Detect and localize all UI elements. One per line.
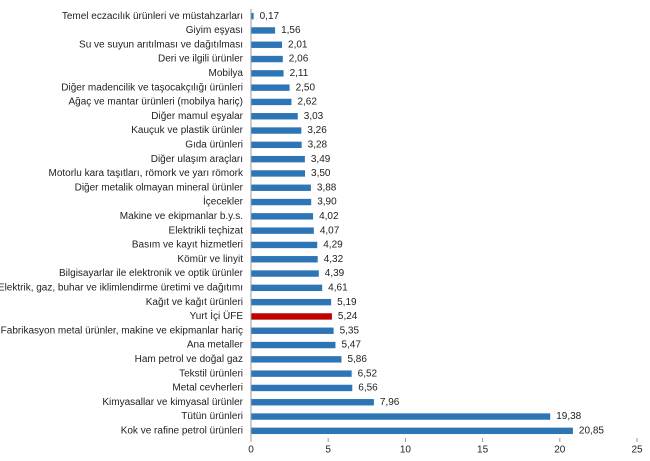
- bar: [251, 384, 353, 392]
- bar: [251, 84, 290, 91]
- value-label: 2,11: [290, 68, 309, 79]
- bar: [251, 399, 374, 406]
- category-label: Elektrikli teçhizat: [169, 225, 244, 236]
- value-label: 5,35: [340, 325, 360, 336]
- category-label: Makine ve ekipmanlar b.y.s.: [120, 211, 243, 222]
- category-label: Elektrik, gaz, buhar ve iklimlendirme ür…: [0, 282, 243, 293]
- value-label: 6,52: [358, 368, 378, 379]
- value-label: 3,03: [304, 111, 324, 122]
- bar: [251, 327, 334, 334]
- bar: [251, 155, 305, 163]
- category-label: Mobilya: [209, 68, 244, 79]
- value-label: 2,06: [289, 54, 309, 65]
- bar: [251, 41, 283, 48]
- bar: [251, 413, 551, 420]
- value-label: 4,32: [324, 254, 344, 265]
- value-label: 5,47: [341, 340, 361, 351]
- value-label: 20,85: [579, 425, 604, 436]
- category-label: Tütün ürünleri: [181, 411, 243, 422]
- category-label: Diğer mamul eşyalar: [151, 111, 243, 122]
- value-label: 2,01: [288, 39, 308, 50]
- category-label: Yurt İçi ÜFE: [190, 309, 244, 322]
- bar: [251, 98, 292, 106]
- x-tick-label: 20: [554, 445, 566, 456]
- category-label: Metal cevherleri: [172, 383, 243, 394]
- category-label: Motorlu kara taşıtları, römork ve yarı r…: [49, 168, 244, 179]
- value-label: 7,96: [380, 397, 400, 408]
- bar: [251, 170, 306, 177]
- category-label: Kömür ve linyit: [177, 254, 243, 265]
- category-label: Kok ve rafine petrol ürünleri: [121, 425, 243, 436]
- category-label: Ham petrol ve doğal gaz: [135, 354, 243, 365]
- category-label: Deri ve ilgili ürünler: [158, 54, 244, 65]
- x-tick-label: 10: [400, 445, 412, 456]
- category-label: Gıda ürünleri: [185, 139, 243, 150]
- bar: [251, 113, 298, 120]
- value-label: 3,49: [311, 154, 331, 165]
- value-label: 3,50: [311, 168, 331, 179]
- value-label: 4,07: [320, 225, 340, 236]
- bar: [251, 370, 352, 377]
- bar: [251, 127, 302, 134]
- bar: [251, 427, 573, 435]
- bar: [251, 241, 318, 249]
- category-label: Kağıt ve kağıt ürünleri: [146, 297, 243, 308]
- category-label: Fabrikasyon metal ürünler, makine ve eki…: [1, 325, 243, 336]
- bar: [251, 256, 318, 263]
- bar: [251, 298, 332, 306]
- value-label: 5,24: [338, 311, 358, 322]
- bar: [251, 55, 283, 63]
- bar: [251, 341, 336, 349]
- category-label: Tekstil ürünleri: [179, 368, 243, 379]
- bar: [251, 141, 302, 149]
- bar: [251, 12, 254, 20]
- value-label: 4,61: [328, 282, 348, 293]
- category-label: Diğer ulaşım araçları: [151, 154, 243, 165]
- value-label: 6,56: [358, 383, 378, 394]
- value-label: 3,28: [308, 139, 328, 150]
- x-tick-label: 5: [325, 445, 331, 456]
- category-label: Su ve suyun arıtılması ve dağıtılması: [79, 39, 243, 50]
- value-label: 3,26: [307, 125, 327, 136]
- value-label: 3,90: [317, 197, 337, 208]
- category-label: Bilgisayarlar ile elektronik ve optik ür…: [59, 268, 244, 279]
- value-label: 1,56: [281, 25, 301, 36]
- bar: [251, 270, 319, 277]
- bar: [251, 70, 284, 77]
- category-label: Diğer metalik olmayan mineral ürünler: [75, 182, 244, 193]
- value-label: 5,19: [337, 297, 357, 308]
- category-label: Kimyasallar ve kimyasal ürünler: [102, 397, 243, 408]
- bar: [251, 213, 314, 220]
- value-label: 4,39: [325, 268, 345, 279]
- category-label: Kauçuk ve plastik ürünler: [131, 125, 243, 136]
- value-label: 5,86: [347, 354, 367, 365]
- bar: [251, 184, 311, 191]
- bar: [251, 198, 312, 206]
- category-label: İçecekler: [203, 195, 244, 208]
- category-label: Diğer madencilik ve taşocakçılığı ürünle…: [61, 82, 243, 93]
- value-label: 4,29: [323, 240, 343, 251]
- value-label: 2,50: [296, 82, 316, 93]
- bar: [251, 227, 314, 234]
- x-tick-label: 25: [631, 445, 643, 456]
- value-label: 4,02: [319, 211, 339, 222]
- category-label: Ağaç ve mantar ürünleri (mobilya hariç): [68, 97, 243, 108]
- category-label: Giyim eşyası: [186, 25, 243, 36]
- bar: [251, 313, 332, 320]
- category-label: Ana metaller: [187, 340, 244, 351]
- x-tick-label: 0: [248, 445, 254, 456]
- value-label: 0,17: [260, 11, 280, 22]
- x-tick-label: 15: [477, 445, 489, 456]
- bar: [251, 27, 276, 34]
- value-label: 3,88: [317, 182, 337, 193]
- bar: [251, 284, 323, 292]
- value-label: 2,62: [297, 97, 317, 108]
- category-label: Temel eczacılık ürünleri ve müstahzarlar…: [62, 11, 243, 22]
- bar: [251, 356, 342, 363]
- value-label: 19,38: [556, 411, 581, 422]
- category-label: Basım ve kayıt hizmetleri: [132, 240, 243, 251]
